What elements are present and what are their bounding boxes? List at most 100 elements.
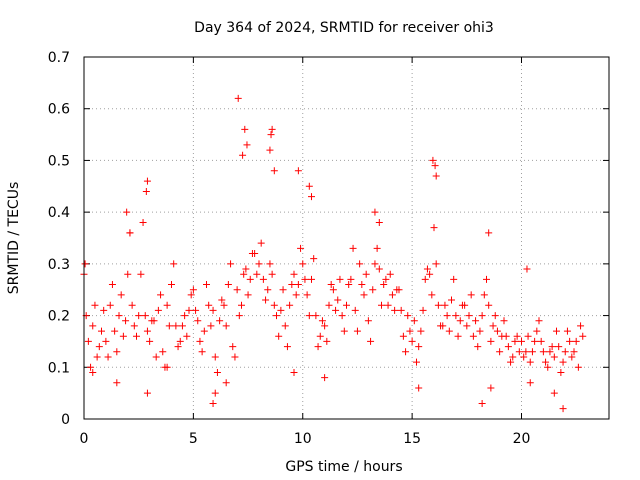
data-point <box>257 239 265 247</box>
data-point <box>148 317 156 325</box>
data-point <box>270 167 278 175</box>
data-point <box>325 301 333 309</box>
data-point <box>443 312 451 320</box>
data-point <box>364 317 372 325</box>
data-point <box>165 322 173 330</box>
data-point <box>143 177 151 185</box>
data-point <box>196 337 204 345</box>
data-point <box>262 296 270 304</box>
data-point <box>122 317 130 325</box>
y-tick-label: 0 <box>61 412 70 428</box>
data-point <box>288 281 296 289</box>
data-point <box>89 368 97 376</box>
data-point <box>542 358 550 366</box>
data-point <box>568 353 576 361</box>
data-point <box>393 286 401 294</box>
data-point <box>550 353 558 361</box>
data-point <box>391 306 399 314</box>
data-point <box>154 306 162 314</box>
data-point <box>89 322 97 330</box>
grid-lines <box>84 57 609 419</box>
data-point <box>286 301 294 309</box>
data-point <box>266 146 274 154</box>
data-point <box>229 343 237 351</box>
data-point <box>111 327 119 335</box>
data-point <box>329 286 337 294</box>
data-point <box>235 312 243 320</box>
data-point <box>312 312 320 320</box>
data-point <box>452 312 460 320</box>
data-point <box>402 348 410 356</box>
data-point <box>234 94 242 102</box>
data-point <box>170 260 178 268</box>
data-point <box>113 348 121 356</box>
data-point <box>308 193 315 201</box>
data-point <box>239 151 247 159</box>
data-point <box>404 312 412 320</box>
data-point <box>371 260 379 268</box>
data-point <box>347 275 355 283</box>
data-point <box>301 275 309 283</box>
data-point <box>100 306 108 314</box>
data-point <box>483 275 490 283</box>
data-point <box>275 332 283 340</box>
data-point <box>526 358 534 366</box>
data-point <box>563 327 571 335</box>
data-point <box>362 270 370 278</box>
data-point <box>178 322 186 330</box>
data-point <box>303 291 311 299</box>
data-point <box>231 353 239 361</box>
data-point <box>434 301 442 309</box>
data-point <box>135 312 143 320</box>
data-point <box>456 317 464 325</box>
data-point <box>137 270 145 278</box>
data-point <box>343 301 350 309</box>
data-point <box>95 343 103 351</box>
data-point <box>93 353 101 361</box>
data-point <box>528 348 536 356</box>
data-point <box>408 337 416 345</box>
data-point <box>123 208 131 216</box>
data-point <box>241 125 249 133</box>
data-point <box>248 250 256 258</box>
data-point <box>255 260 263 268</box>
data-point <box>338 312 346 320</box>
data-point <box>157 291 165 299</box>
plot-frame <box>83 56 610 420</box>
data-point <box>557 368 565 376</box>
data-point <box>520 353 528 361</box>
data-point <box>535 317 543 325</box>
data-point <box>133 332 140 340</box>
data-point <box>268 125 276 133</box>
data-point <box>130 322 138 330</box>
x-axis-label: GPS time / hours <box>285 459 402 475</box>
data-point <box>106 301 114 309</box>
data-point <box>399 332 407 340</box>
data-point <box>124 270 132 278</box>
data-point <box>369 286 377 294</box>
data-point <box>332 306 340 314</box>
data-point <box>91 301 99 309</box>
data-point <box>523 265 531 273</box>
y-tick-label: 0.7 <box>48 50 70 66</box>
data-point <box>200 327 208 335</box>
x-tick-label: 20 <box>513 431 531 447</box>
data-point <box>454 332 462 340</box>
x-tick-label: 0 <box>80 431 89 447</box>
data-point <box>539 348 547 356</box>
data-point <box>533 327 541 335</box>
data-point <box>242 265 250 273</box>
data-point <box>353 327 361 335</box>
data-point <box>267 131 275 139</box>
data-point <box>431 162 439 170</box>
data-point <box>382 275 390 283</box>
data-point <box>163 363 171 371</box>
data-point <box>577 322 585 330</box>
data-point <box>113 379 121 387</box>
data-point <box>476 327 484 335</box>
data-point <box>485 229 493 237</box>
data-point <box>386 270 394 278</box>
data-point <box>397 306 405 314</box>
y-tick-label: 0.3 <box>48 257 70 273</box>
